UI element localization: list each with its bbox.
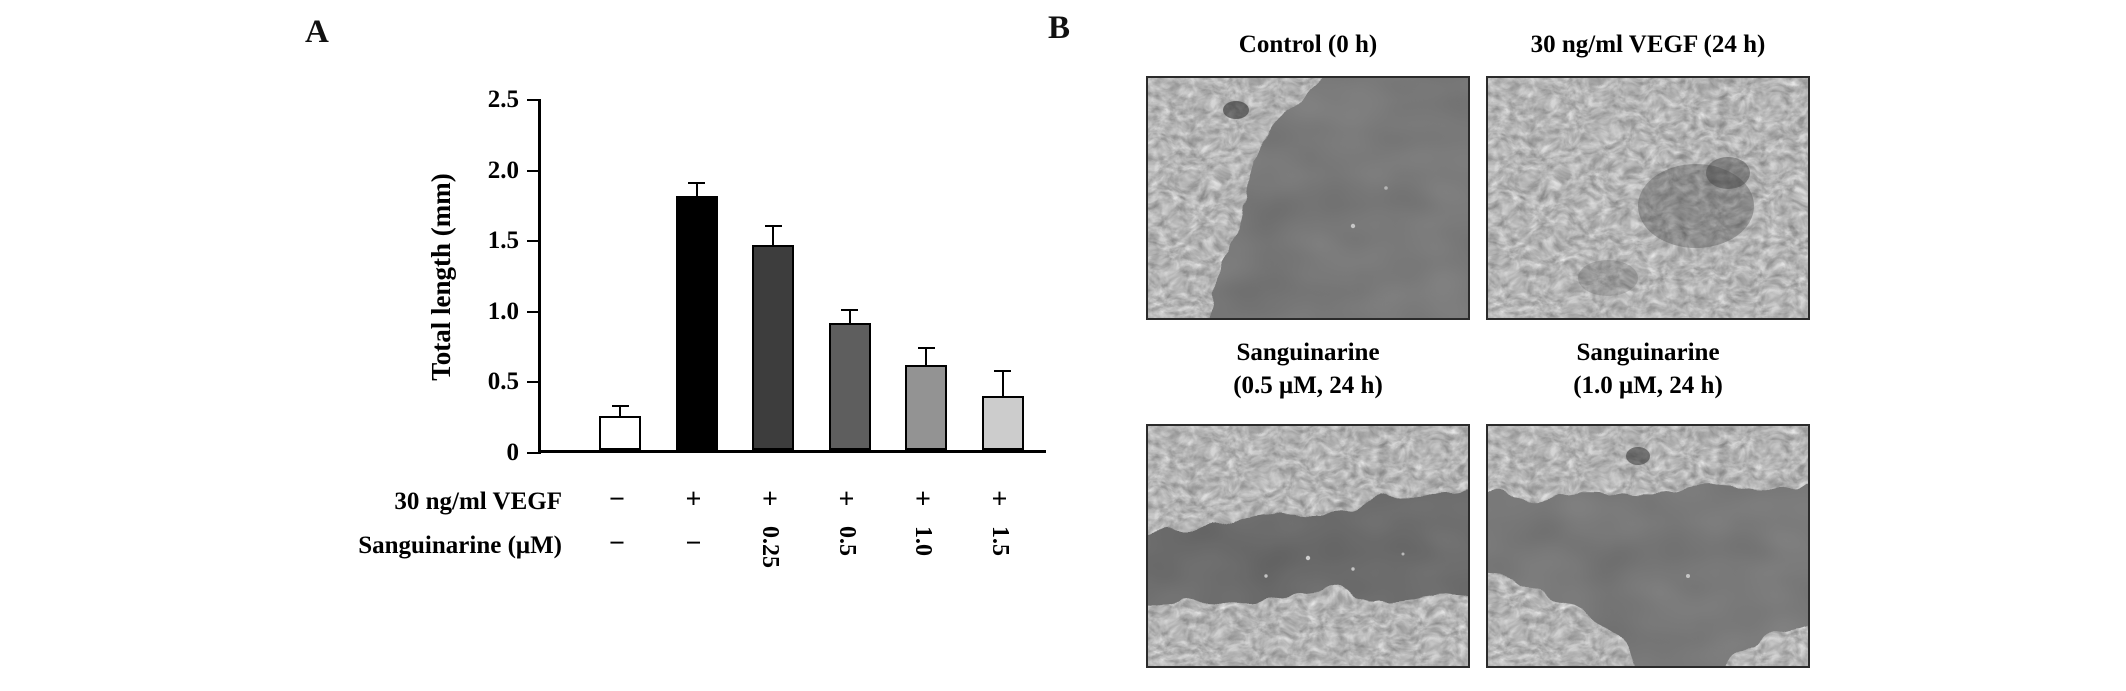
- vegf-condition-0: −: [609, 484, 625, 515]
- bar-0: [599, 416, 641, 450]
- cell-region-bottom-right: [1728, 626, 1808, 666]
- y-tick-label: 1.0: [487, 297, 519, 325]
- title-line: (0.5 μM, 24 h): [1233, 372, 1383, 399]
- error-bar-line: [848, 310, 851, 323]
- vegf-condition-5: +: [991, 484, 1008, 515]
- debris-spot: [1223, 101, 1249, 119]
- y-tick-label: 1.5: [487, 227, 519, 255]
- title-line: Sanguinarine: [1236, 339, 1380, 366]
- vegf-condition-3: +: [838, 484, 855, 515]
- bar-5: [981, 396, 1024, 450]
- error-bar-cap: [994, 369, 1011, 372]
- vegf-condition-2: +: [762, 484, 778, 515]
- bar-4: [905, 365, 947, 450]
- y-axis-tick: [527, 381, 541, 384]
- y-tick-label: 2.5: [487, 86, 519, 113]
- cell-speck: [1351, 567, 1355, 571]
- cell-region-bottom: [1148, 590, 1468, 666]
- bar-1: [675, 195, 718, 450]
- vegf-condition-1: +: [685, 484, 702, 515]
- sanguinarine-condition-5: 1.5: [986, 526, 1013, 556]
- error-bar-cap: [688, 182, 705, 185]
- y-axis-title: Total length (mm): [426, 173, 456, 381]
- sanguinarine-condition-1: −: [685, 528, 702, 559]
- error-bar-line: [1001, 370, 1004, 397]
- title-line: Control (0 h): [1238, 31, 1378, 58]
- error-bar-cap: [611, 405, 629, 408]
- dense-cell-patch: [1578, 260, 1638, 296]
- micrograph-vegf-24h: [1486, 76, 1810, 320]
- micrograph-title-sang-10: Sanguinarine (1.0 μM, 24 h): [1486, 336, 1810, 402]
- error-bar-cap: [764, 224, 782, 227]
- error-bar-line: [925, 348, 927, 366]
- title-line: 30 ng/ml VEGF (24 h): [1530, 31, 1766, 58]
- y-axis-tick: [527, 169, 541, 172]
- panel-b-label: B: [1048, 10, 1071, 46]
- y-axis-tick: [527, 310, 541, 313]
- micrograph-sanguinarine-0.5: [1146, 424, 1470, 668]
- cell-region: [1488, 78, 1808, 318]
- error-bar-cap: [917, 347, 935, 350]
- cell-region: [1148, 78, 1324, 318]
- cell-speck: [1401, 552, 1405, 556]
- cell-speck: [1305, 555, 1311, 561]
- title-line: (1.0 μM, 24 h): [1573, 372, 1723, 399]
- cell-speck: [1384, 186, 1388, 190]
- y-tick-label: 0: [506, 439, 520, 466]
- vegf-condition-4: +: [915, 484, 931, 515]
- cell-region-top: [1148, 426, 1468, 534]
- error-bar-line: [619, 406, 621, 417]
- sanguinarine-condition-0: −: [609, 528, 625, 559]
- cell-speck: [1686, 574, 1690, 578]
- y-tick-label: 0.5: [487, 368, 519, 396]
- panel-a-label: A: [305, 14, 329, 50]
- cell-speck: [1264, 574, 1268, 578]
- cell-region-top: [1488, 426, 1808, 499]
- title-line: Sanguinarine: [1576, 339, 1720, 366]
- sanguinarine-condition-2: 0.25: [757, 526, 783, 568]
- cell-speck: [1350, 223, 1356, 229]
- y-axis-tick: [527, 452, 541, 454]
- error-bar-cap: [841, 309, 858, 312]
- bar-3: [828, 322, 871, 450]
- y-axis-tick: [527, 99, 541, 101]
- debris-spot: [1626, 447, 1650, 465]
- y-axis-tick: [527, 240, 541, 243]
- error-bar-line: [772, 225, 774, 246]
- sanguinarine-row-label: Sanguinarine (μM): [358, 532, 562, 559]
- dense-cell-patch: [1638, 164, 1754, 248]
- sanguinarine-condition-4: 1.0: [910, 526, 936, 556]
- vegf-row-label: 30 ng/ml VEGF: [394, 488, 562, 515]
- dense-cell-patch: [1706, 157, 1750, 189]
- sanguinarine-condition-3: 0.5: [833, 526, 860, 556]
- micrograph-title-sang-05: Sanguinarine (0.5 μM, 24 h): [1146, 336, 1470, 402]
- micrograph-control-0h: [1146, 76, 1470, 320]
- micrograph-title-control: Control (0 h): [1146, 28, 1470, 61]
- micrograph-title-vegf: 30 ng/ml VEGF (24 h): [1486, 28, 1810, 61]
- y-tick-label: 2.0: [487, 156, 519, 184]
- cell-region-bottom-left: [1488, 572, 1639, 666]
- micrograph-sanguinarine-1.0: [1486, 424, 1810, 668]
- bar-chart-plot-area: 0 0.5 1.0 1.5 2.0 2.5: [488, 86, 1046, 466]
- bar-2: [752, 245, 794, 450]
- error-bar-line: [695, 183, 698, 196]
